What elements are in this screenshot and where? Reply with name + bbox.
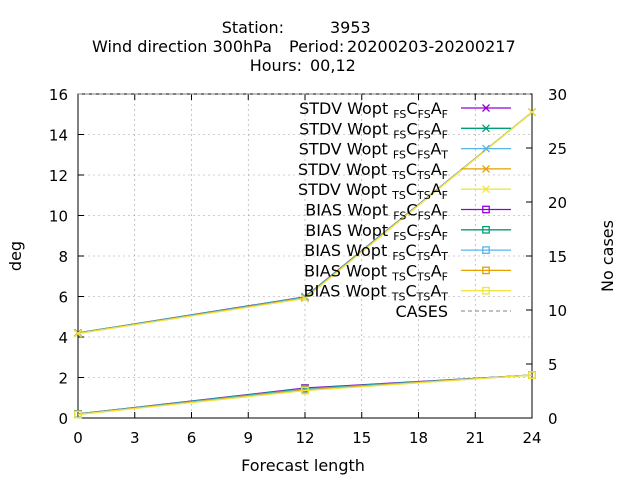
y-tick-label: 10 (49, 208, 68, 226)
x-axis-label: Forecast length (241, 456, 365, 475)
legend-label: BIAS Wopt TSCTSAT (304, 282, 449, 304)
x-tick-label: 15 (352, 429, 371, 447)
legend-marker (482, 205, 490, 214)
title-variable: Wind direction 300hPa (92, 37, 272, 56)
legend-entry-3: STDV Wopt FSCFSAT (299, 140, 511, 162)
y2-axis-label: No cases (598, 220, 617, 292)
legend-marker (482, 144, 490, 153)
x-axis-ticks: 0 3 6 9 12 15 18 21 24 (73, 94, 542, 447)
y2-tick-label: 10 (548, 302, 567, 320)
x-tick-label: 3 (130, 429, 140, 447)
legend-label: STDV Wopt TSCTSAF (298, 180, 448, 202)
title-hours-label: Hours: (250, 56, 302, 75)
legend-label: CASES (395, 302, 448, 321)
chart-title: Station: 3953 Wind direction 300hPa Peri… (92, 18, 516, 75)
y2-tick-label: 30 (548, 86, 567, 104)
y-tick-label: 16 (49, 86, 68, 104)
data-point (74, 410, 82, 419)
y2-tick-label: 25 (548, 140, 567, 158)
y-tick-label: 2 (58, 370, 68, 388)
series-layer (74, 93, 536, 419)
title-hours-value: 00,12 (310, 56, 356, 75)
legend-label: BIAS Wopt FSCTSAT (304, 241, 448, 263)
legend-entry-10: BIAS Wopt TSCTSAT (304, 282, 511, 304)
legend-marker (482, 104, 490, 112)
y-axis-label: deg (6, 241, 25, 271)
title-station-label: Station: (222, 18, 284, 37)
y-axis-ticks: 0 2 4 6 8 10 12 14 16 (49, 86, 84, 428)
data-point (301, 386, 309, 395)
legend-entry-11: CASES (395, 302, 511, 321)
title-station-value: 3953 (330, 18, 371, 37)
legend-marker (482, 266, 490, 275)
legend-entry-1: STDV Wopt FSCFSAF (299, 99, 511, 121)
legend-entry-5: STDV Wopt TSCTSAF (298, 180, 511, 202)
legend-marker (482, 246, 490, 254)
x-tick-label: 12 (295, 429, 314, 447)
y-tick-label: 8 (58, 248, 68, 266)
legend-marker (482, 225, 490, 234)
x-tick-label: 9 (243, 429, 253, 447)
y2-tick-label: 20 (548, 194, 567, 212)
title-period-label: Period: (289, 37, 344, 56)
legend-marker (482, 164, 490, 173)
x-tick-label: 6 (187, 429, 197, 447)
data-point (74, 329, 82, 338)
x-tick-label: 0 (73, 429, 83, 447)
legend-entry-6: BIAS Wopt FSCFSAF (305, 201, 511, 223)
data-point (528, 371, 536, 379)
x-tick-label: 24 (522, 429, 541, 447)
legend-marker (482, 286, 490, 295)
x-tick-label: 18 (409, 429, 428, 447)
y2-tick-label: 15 (548, 248, 567, 266)
legend-entry-7: BIAS Wopt FSCFSAF (305, 221, 511, 243)
y2-tick-label: 5 (548, 356, 558, 374)
data-point (301, 294, 309, 303)
y-tick-label: 0 (58, 410, 68, 428)
y-tick-label: 12 (49, 167, 68, 185)
legend-entry-4: STDV Wopt TSCTSAF (298, 160, 511, 182)
legend-label: STDV Wopt FSCFSAF (299, 119, 448, 141)
title-period-value: 20200203-20200217 (347, 37, 516, 56)
y-tick-label: 14 (49, 127, 68, 145)
legend-label: STDV Wopt FSCFSAF (299, 99, 448, 121)
legend-label: BIAS Wopt FSCFSAF (305, 221, 448, 243)
y2-tick-label: 0 (548, 410, 558, 428)
legend-label: STDV Wopt FSCFSAT (299, 140, 449, 162)
x-tick-label: 21 (466, 429, 485, 447)
y2-axis-ticks: 0 5 10 15 20 25 30 (526, 86, 567, 428)
legend-marker (482, 185, 490, 194)
legend-label: BIAS Wopt TSCTSAF (304, 261, 448, 283)
data-point (528, 108, 536, 117)
legend-entry-2: STDV Wopt FSCFSAF (299, 119, 511, 141)
y-tick-label: 4 (58, 329, 68, 347)
legend-label: BIAS Wopt FSCFSAF (305, 201, 448, 223)
legend-entry-8: BIAS Wopt FSCTSAT (304, 241, 511, 263)
series-line-10 (77, 374, 533, 416)
legend-label: STDV Wopt TSCTSAF (298, 160, 448, 182)
grid-lines (78, 94, 532, 418)
legend-entry-9: BIAS Wopt TSCTSAF (304, 261, 511, 283)
legend-marker (482, 124, 490, 133)
y-tick-label: 6 (58, 289, 68, 307)
